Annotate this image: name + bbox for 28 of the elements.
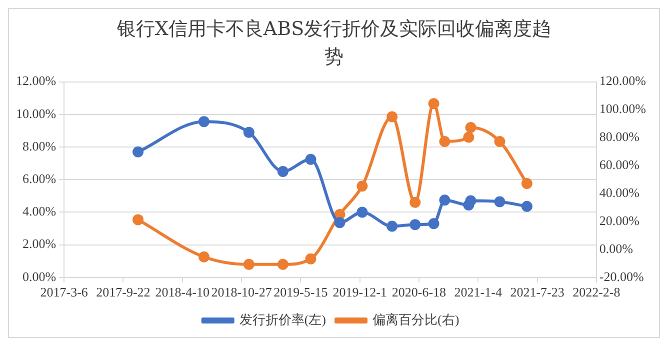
- chart-title: 银行X信用卡不良ABS发行折价及实际回收偏离度趋势: [116, 17, 552, 70]
- y-tick-label: 10.00%: [16, 106, 56, 121]
- y-tick-label: 4.00%: [22, 204, 56, 219]
- y-tick-label: 12.00%: [16, 73, 56, 88]
- y2-tick-label: 60.00%: [599, 157, 640, 172]
- y2-tick-label: 20.00%: [599, 212, 640, 228]
- legend-label: 发行折价率(左): [239, 312, 326, 327]
- y2-tick-label: -20.00%: [599, 268, 644, 284]
- legend-label: 偏离百分比(右): [372, 312, 460, 327]
- x-tick-label: 2019-12-1: [332, 284, 387, 300]
- y-tick-label: 6.00%: [22, 171, 56, 186]
- x-tick-label: 2018-10-27: [211, 284, 272, 300]
- y-tick-label: 0.00%: [22, 268, 56, 284]
- x-tick-label: 2017-3-6: [40, 284, 88, 300]
- y-tick-label: 8.00%: [22, 138, 56, 154]
- y2-tick-label: 100.00%: [599, 101, 646, 116]
- y2-tick-label: 120.00%: [599, 73, 646, 88]
- x-tick-label: 2018-4-10: [155, 284, 210, 300]
- x-tick-label: 2022-2-8: [572, 284, 620, 300]
- x-tick-label: 2021-1-4: [454, 284, 502, 300]
- y-tick-label: 2.00%: [22, 236, 56, 252]
- x-tick-label: 2019-5-15: [274, 284, 328, 300]
- x-tick-label: 2021-7-23: [510, 284, 564, 300]
- y2-tick-label: 80.00%: [599, 129, 640, 144]
- x-tick-label: 2017-9-22: [96, 284, 150, 300]
- x-tick-label: 2020-6-18: [392, 284, 446, 300]
- y2-tick-label: 40.00%: [599, 184, 640, 200]
- y2-tick-label: 0.00%: [599, 240, 634, 256]
